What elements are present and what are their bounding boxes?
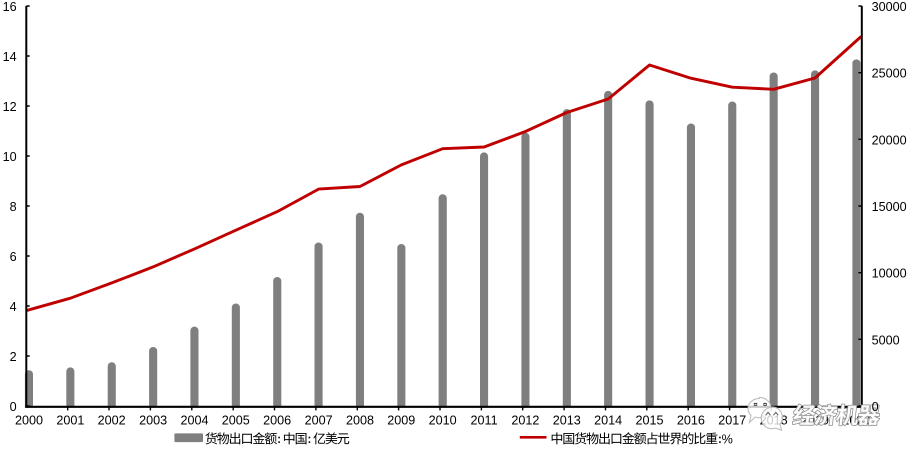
svg-text:2013: 2013 [553, 414, 581, 428]
svg-text:2015: 2015 [635, 414, 663, 428]
svg-text:25000: 25000 [872, 67, 907, 81]
svg-text:2001: 2001 [56, 414, 84, 428]
svg-text:2011: 2011 [471, 414, 498, 428]
svg-text:0: 0 [872, 400, 879, 414]
svg-text:2010: 2010 [429, 414, 457, 428]
svg-text:15000: 15000 [872, 200, 907, 214]
svg-text:14: 14 [3, 50, 17, 64]
svg-text:8: 8 [10, 200, 17, 214]
svg-text:16: 16 [3, 0, 17, 14]
svg-text:20000: 20000 [872, 133, 907, 147]
svg-text:2006: 2006 [263, 414, 291, 428]
svg-text:6: 6 [10, 250, 17, 264]
svg-text:30000: 30000 [872, 0, 907, 14]
svg-text:2003: 2003 [139, 414, 167, 428]
svg-text:2002: 2002 [98, 414, 126, 428]
svg-text:2014: 2014 [594, 414, 622, 428]
svg-text:2005: 2005 [222, 414, 250, 428]
svg-text:2016: 2016 [677, 414, 705, 428]
svg-text:2000: 2000 [15, 414, 43, 428]
svg-text:2: 2 [10, 350, 17, 364]
svg-text:2008: 2008 [346, 414, 374, 428]
svg-text:2009: 2009 [387, 414, 415, 428]
svg-text:2012: 2012 [511, 414, 539, 428]
svg-text:4: 4 [10, 300, 17, 314]
svg-text:10: 10 [3, 150, 17, 164]
svg-text:2017: 2017 [718, 414, 746, 428]
svg-text:5000: 5000 [872, 333, 900, 347]
svg-text:2007: 2007 [305, 414, 333, 428]
svg-text:2004: 2004 [180, 414, 208, 428]
svg-text:10000: 10000 [872, 267, 907, 281]
svg-text:0: 0 [10, 400, 17, 414]
svg-text:12: 12 [3, 100, 17, 114]
svg-text:%: % [722, 432, 733, 446]
